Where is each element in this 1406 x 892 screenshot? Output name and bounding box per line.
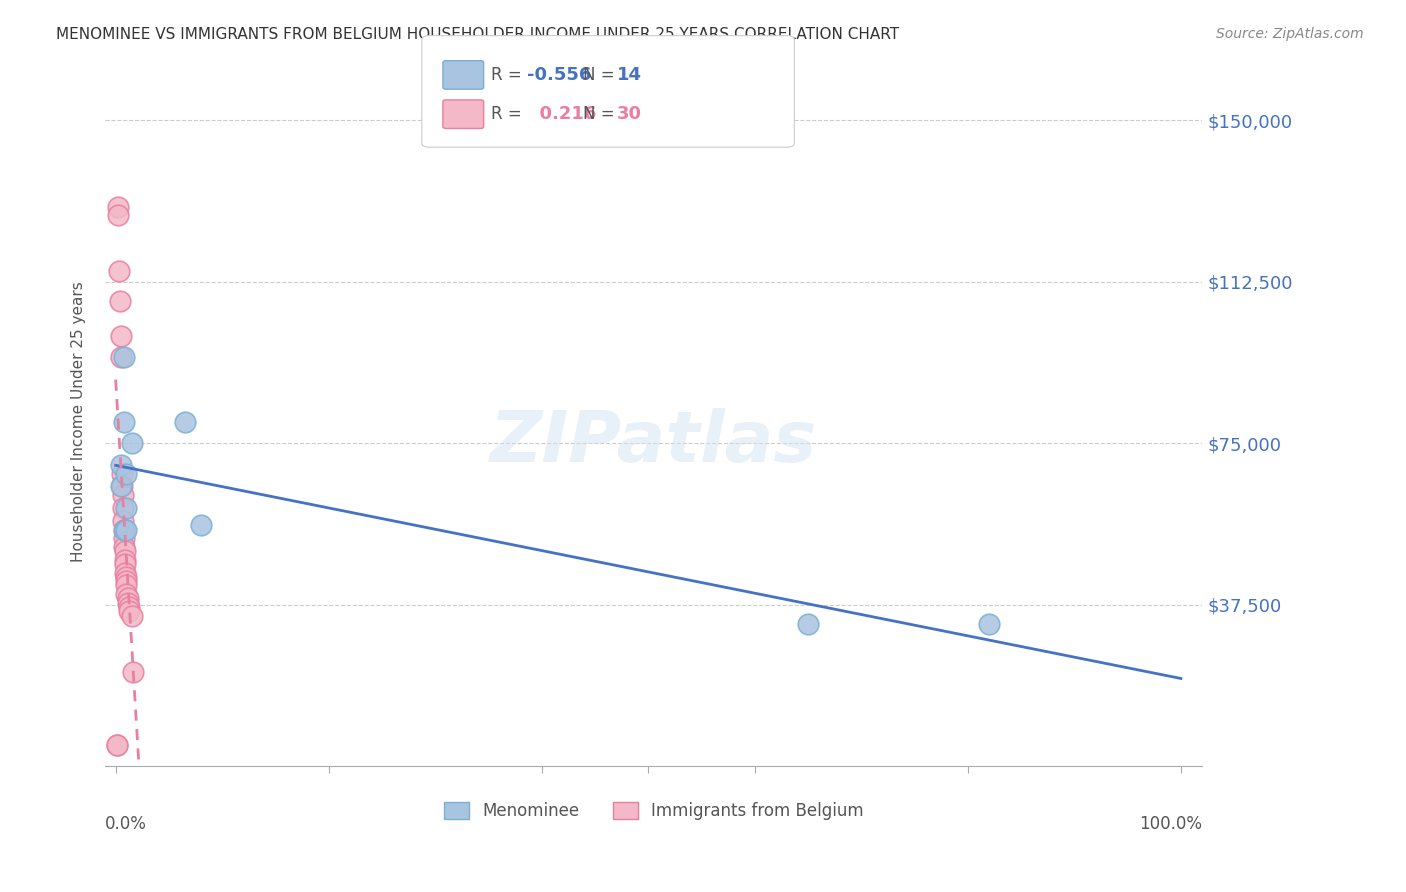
Point [105,738,128,752]
Text: N =: N = [583,105,620,123]
Text: R =: R = [491,105,527,123]
Point [114,552,136,566]
Text: R =: R = [491,66,527,84]
Point [107,200,129,214]
Point [112,351,135,365]
Point [110,351,132,365]
Point [112,415,135,429]
Point [112,488,135,502]
Y-axis label: Householder Income Under 25 years: Householder Income Under 25 years [72,282,86,562]
Point [115,570,138,584]
Point [190,518,212,533]
Text: N =: N = [583,66,620,84]
Point [121,665,143,679]
Point [108,264,131,278]
Point [115,500,138,515]
Point [107,208,129,222]
Text: ZIPatlas: ZIPatlas [489,408,817,477]
Point [114,566,136,580]
Point [118,604,141,618]
Point [114,557,136,571]
Point [115,467,138,481]
Point [111,467,134,481]
Point [117,596,139,610]
Point [173,415,195,429]
Text: 0.216: 0.216 [527,105,596,123]
Point [115,587,138,601]
Point [105,738,128,752]
Point [121,436,143,450]
Point [110,328,132,343]
Text: 100.0%: 100.0% [1139,814,1202,832]
Point [115,578,138,592]
Point [121,608,143,623]
Point [979,617,1001,632]
Point [111,479,134,493]
Text: 14: 14 [617,66,643,84]
Point [110,479,132,493]
Point [797,617,820,632]
Point [112,500,135,515]
Point [115,523,138,537]
Text: Source: ZipAtlas.com: Source: ZipAtlas.com [1216,27,1364,41]
Point [114,544,136,558]
Point [112,531,135,545]
Point [112,523,135,537]
Point [115,574,138,589]
Text: -0.556: -0.556 [527,66,592,84]
Point [117,591,139,606]
Point [112,540,135,554]
Text: MENOMINEE VS IMMIGRANTS FROM BELGIUM HOUSEHOLDER INCOME UNDER 25 YEARS CORRELATI: MENOMINEE VS IMMIGRANTS FROM BELGIUM HOU… [56,27,900,42]
Point [110,458,132,472]
Legend: Menominee, Immigrants from Belgium: Menominee, Immigrants from Belgium [437,796,870,827]
Text: 30: 30 [617,105,643,123]
Point [108,294,131,309]
Point [112,514,135,528]
Text: 0.0%: 0.0% [105,814,146,832]
Point [112,523,135,537]
Point [118,600,141,615]
